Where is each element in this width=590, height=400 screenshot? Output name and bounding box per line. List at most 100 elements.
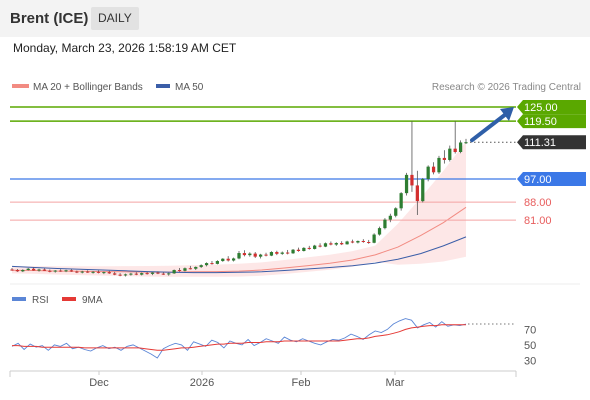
rsi-legend-swatch — [12, 297, 26, 301]
candle-up — [80, 271, 84, 273]
candle-up — [123, 274, 128, 276]
time-axis: Dec 2026 Feb Mar — [89, 371, 405, 389]
timestamp: Monday, March 23, 2026 1:58:19 AM CET — [13, 41, 237, 55]
candle-up — [221, 258, 225, 262]
instrument-title: Brent (ICE) — [10, 10, 89, 27]
ma50-legend-label: MA 50 — [175, 82, 204, 93]
resistance-tag — [517, 114, 586, 129]
candle-down — [275, 252, 279, 254]
candle-up — [258, 254, 263, 257]
ma20-legend-swatch — [12, 84, 29, 88]
candle-down — [15, 270, 20, 272]
candle-up — [21, 270, 25, 272]
time-tick-label: Mar — [386, 377, 405, 389]
candle-down — [329, 243, 333, 245]
candle-up — [172, 270, 176, 274]
candle-up — [91, 271, 95, 273]
candle-down — [48, 270, 52, 272]
candle-down — [145, 273, 149, 275]
time-tick-label: 2026 — [190, 377, 214, 389]
support-label: 81.00 — [524, 215, 552, 227]
timeframe-badge[interactable]: DAILY — [91, 7, 139, 30]
candle-up — [302, 247, 306, 251]
candle-down — [156, 272, 160, 274]
candle-up — [421, 179, 425, 202]
candle-up — [102, 272, 106, 274]
candle-up — [426, 166, 430, 179]
candle-down — [318, 245, 322, 247]
candle-up — [448, 148, 452, 160]
support-label: 88.00 — [524, 197, 552, 209]
candle-down — [286, 252, 290, 254]
candle-up — [269, 252, 274, 256]
candle-down — [210, 263, 214, 265]
ma50-legend-swatch — [156, 84, 170, 88]
last-price-tag — [517, 135, 586, 150]
pivot-tag — [517, 172, 586, 186]
candle-down — [415, 185, 419, 202]
candle-up — [464, 142, 468, 144]
rsi-ma-line — [12, 324, 466, 351]
pivot-label: 97.00 — [524, 174, 552, 186]
time-tick-label: Feb — [292, 377, 311, 389]
candle-down — [367, 242, 371, 243]
candle-up — [167, 273, 171, 275]
resistance-label: 125.00 — [524, 102, 558, 114]
candle-up — [140, 273, 144, 275]
candle-up — [323, 243, 328, 247]
credit-label: Research © 2026 Trading Central — [432, 82, 581, 93]
ma20-legend-label: MA 20 + Bollinger Bands — [33, 82, 143, 93]
candle-down — [350, 241, 355, 243]
candle-up — [291, 249, 295, 254]
candle-up — [237, 253, 241, 259]
candle-down — [107, 272, 111, 274]
candle-down — [226, 258, 230, 261]
price-plot-area: 125.00 119.50 111.31 97.00 88.00 81.00 — [10, 100, 586, 277]
candle-up — [280, 252, 284, 254]
ma50-line — [11, 236, 467, 274]
candle-up — [313, 245, 317, 249]
rsi-ma-legend-label: 9MA — [82, 295, 103, 306]
candle-up — [231, 258, 236, 261]
candle-up — [199, 265, 203, 267]
bollinger-band-fill — [12, 141, 466, 277]
candle-down — [242, 253, 247, 256]
candle-up — [383, 219, 387, 229]
candle-down — [264, 254, 268, 256]
candle-up — [129, 273, 133, 275]
candle-up — [215, 261, 220, 264]
rsi-plot-area: 70 50 30 — [11, 318, 536, 367]
rsi-ma-legend-swatch — [62, 297, 76, 301]
candle-up — [399, 193, 403, 209]
candle-down — [113, 273, 117, 275]
candle-down — [442, 157, 447, 160]
candle-up — [458, 142, 463, 152]
candle-up — [388, 215, 392, 220]
candle-up — [248, 253, 252, 256]
candle-up — [37, 269, 41, 271]
candle-down — [86, 271, 90, 273]
candle-up — [377, 228, 382, 235]
candle-up — [194, 266, 198, 269]
chart-header: Brent (ICE) DAILY — [0, 0, 590, 37]
candle-down — [10, 269, 14, 271]
candle-down — [177, 270, 182, 272]
rsi-tick-label: 30 — [524, 355, 536, 367]
candle-down — [307, 247, 311, 249]
time-tick-label: Dec — [89, 377, 109, 389]
candle-up — [26, 268, 30, 271]
candle-down — [96, 271, 101, 273]
candle-up — [64, 270, 68, 272]
candle-down — [410, 174, 414, 186]
rsi-line — [11, 318, 467, 359]
candle-up — [204, 263, 209, 266]
candle-down — [59, 270, 63, 272]
candle-down — [340, 243, 344, 245]
candle-down — [134, 273, 138, 275]
candle-down — [42, 269, 47, 271]
candle-up — [183, 268, 187, 271]
candle-down — [253, 253, 257, 257]
candle-up — [345, 241, 349, 245]
candle-down — [69, 270, 74, 272]
